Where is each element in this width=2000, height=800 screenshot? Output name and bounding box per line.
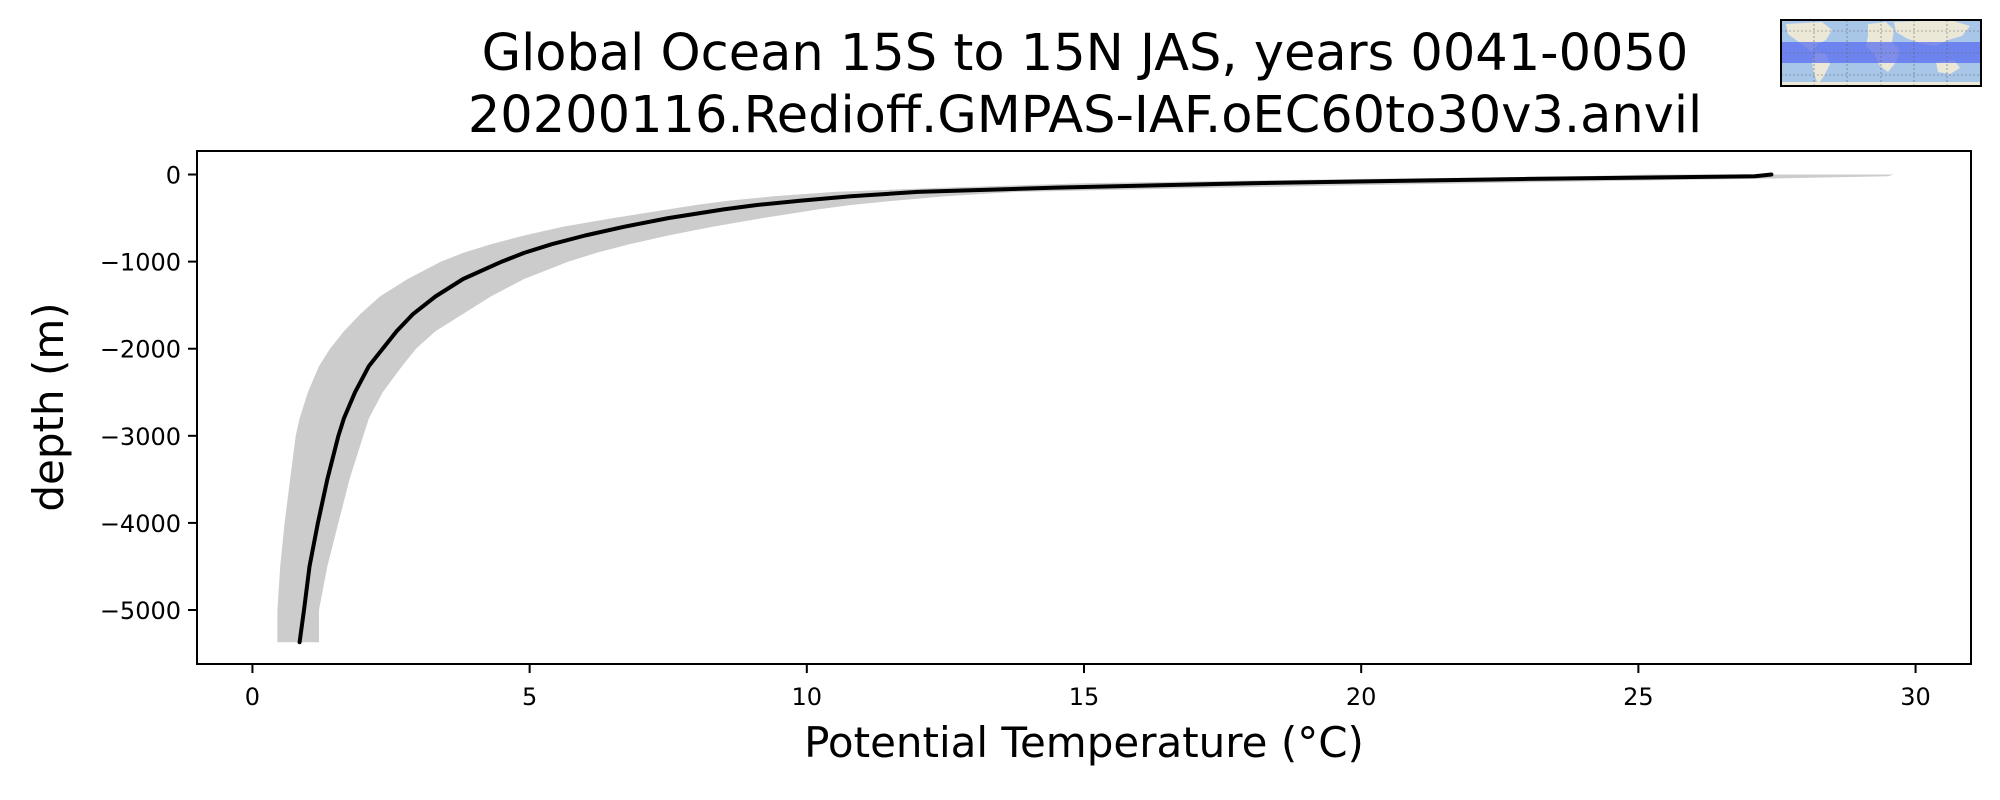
y-tick-label: −3000 (100, 423, 181, 451)
y-tick-label: 0 (166, 162, 181, 190)
x-tick-label: 20 (1346, 683, 1377, 711)
x-axis-label: Potential Temperature (°C) (804, 718, 1364, 767)
world-map-icon (1780, 19, 1982, 87)
plot-frame (196, 150, 1972, 665)
range-band (277, 174, 1894, 643)
chart-title-line2: 20200116.Redioff.GMPAS-IAF.oEC60to30v3.a… (467, 86, 1703, 145)
x-tick-label: 25 (1623, 683, 1654, 711)
x-tick-label: 5 (522, 683, 537, 711)
y-tick-label: −2000 (100, 336, 181, 364)
x-tick-label: 10 (792, 683, 823, 711)
y-tick-label: −4000 (100, 510, 181, 538)
profile-line-0 (297, 172, 1774, 645)
x-tick-label: 15 (1069, 683, 1100, 711)
x-tick-label: 0 (245, 683, 260, 711)
y-axis-label: depth (m) (24, 302, 73, 511)
y-tick-label: −5000 (100, 597, 181, 625)
x-tick-label: 30 (1900, 683, 1931, 711)
chart-title-line1: Global Ocean 15S to 15N JAS, years 0041-… (481, 24, 1689, 83)
y-tick-label: −1000 (100, 249, 181, 277)
